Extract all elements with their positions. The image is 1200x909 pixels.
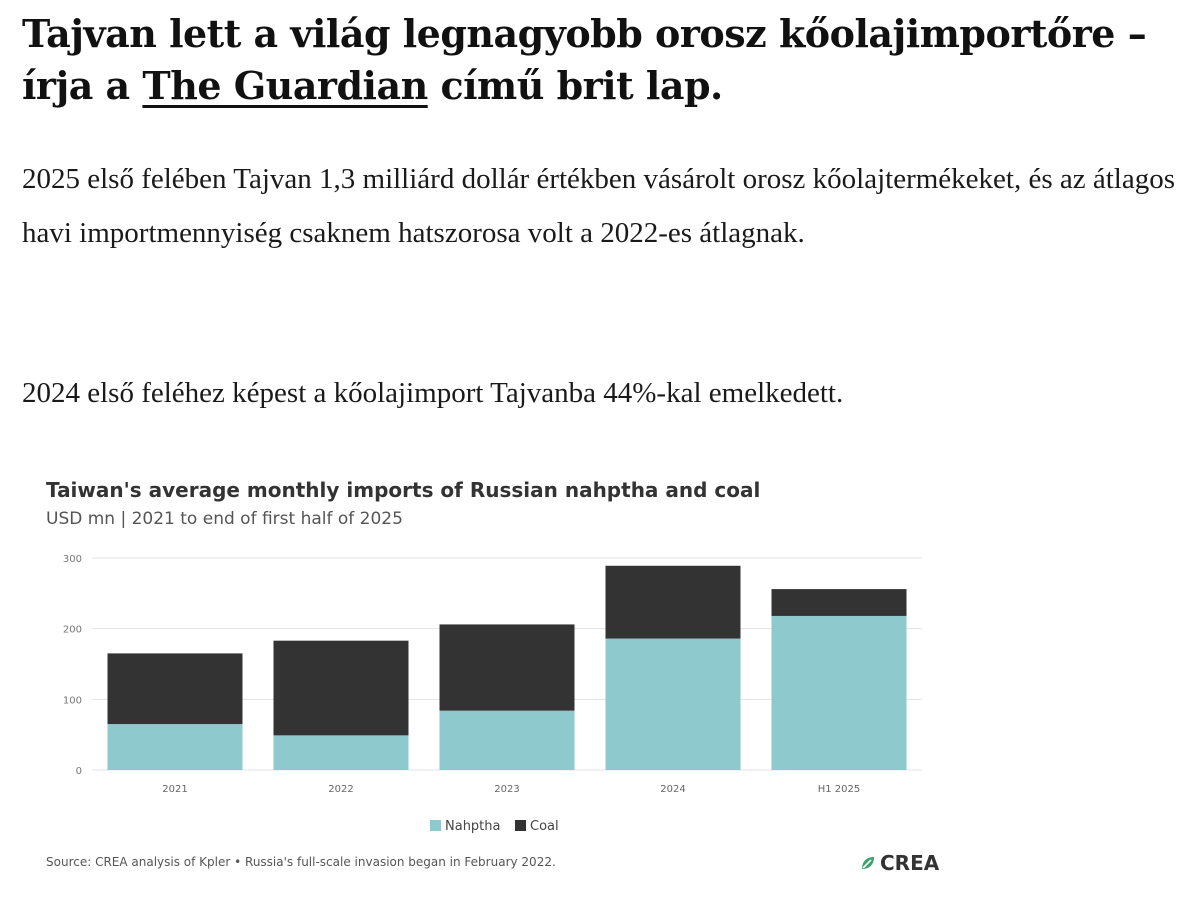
chart-subtitle: USD mn | 2021 to end of first half of 20… — [46, 509, 403, 529]
x-tick-label: 2022 — [328, 784, 353, 795]
chart-figure: Taiwan's average monthly imports of Russ… — [30, 462, 970, 902]
stacked-bar-chart: 0 100 200 300 2021 2022 2023 2024 H1 2025 Nahptha… — [63, 554, 922, 834]
legend-label-nahptha: Nahptha — [445, 819, 501, 834]
y-tick-label: 100 — [63, 695, 82, 706]
crea-logo-text: CREA — [880, 851, 940, 875]
y-tick-label: 200 — [63, 625, 82, 636]
article-paragraph-1: 2025 első felében Tajvan 1,3 milliárd do… — [22, 163, 1176, 249]
bar-nahptha-2021 — [107, 724, 243, 770]
article-headline: Tajvan lett a világ legnagyobb orosz kőo… — [22, 8, 1192, 112]
bar-coal-2022 — [273, 640, 409, 736]
legend-label-coal: Coal — [530, 819, 559, 834]
bar-nahptha-2022 — [273, 735, 409, 770]
headline-text-end: című brit lap. — [427, 63, 723, 108]
headline-text-start: Tajvan lett a világ legnagyobb orosz kőo… — [22, 11, 1147, 108]
article-paragraph-2: 2024 első feléhez képest a kőolajimport … — [22, 377, 844, 409]
x-tick-label: 2021 — [162, 784, 187, 795]
bar-nahptha-2024 — [605, 638, 741, 770]
crea-leaf-icon — [862, 857, 874, 869]
y-tick-label: 0 — [76, 766, 82, 777]
y-tick-label: 300 — [63, 554, 82, 565]
x-tick-label: H1 2025 — [818, 784, 861, 795]
legend-swatch-coal — [515, 820, 526, 831]
chart-title: Taiwan's average monthly imports of Russ… — [46, 478, 761, 502]
bar-coal-h1-2025 — [771, 589, 907, 616]
bar-nahptha-h1-2025 — [771, 615, 907, 770]
x-tick-label: 2023 — [494, 784, 519, 795]
the-guardian-link[interactable]: The Guardian — [142, 63, 428, 108]
chart-source-note: Source: CREA analysis of Kpler • Russia'… — [46, 855, 556, 869]
bar-coal-2024 — [605, 565, 741, 639]
x-tick-label: 2024 — [660, 784, 685, 795]
crea-logo: CREA — [860, 851, 939, 875]
legend-swatch-nahptha — [430, 820, 441, 831]
bar-nahptha-2023 — [439, 710, 575, 770]
bar-coal-2021 — [107, 653, 243, 725]
bar-coal-2023 — [439, 624, 575, 711]
